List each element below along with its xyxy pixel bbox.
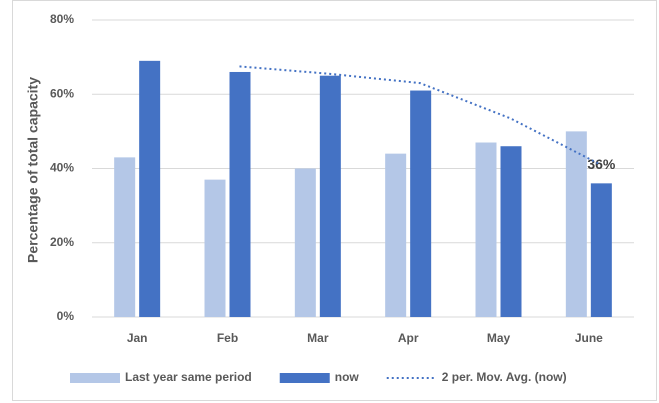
bar [204,179,226,317]
bar [139,60,161,318]
bar [114,157,136,317]
bar [385,153,407,317]
y-tick-label: 40% [50,161,74,175]
x-tick-label: May [487,331,511,345]
bar [319,75,341,317]
legend-swatch [70,373,120,383]
bar [410,90,432,317]
y-tick-label: 60% [50,86,74,100]
bar [229,71,251,317]
x-tick-label: Apr [398,331,419,345]
bar [565,131,587,317]
bar [590,183,612,317]
legend-label: Last year same period [125,370,252,384]
y-axis-title: Percentage of total capacity [25,77,41,263]
y-tick-label: 0% [57,309,75,323]
data-label: 36% [587,156,616,172]
legend-label: now [335,370,360,384]
x-tick-label: June [575,331,603,345]
x-tick-label: Mar [307,331,329,345]
bar [475,142,497,317]
legend-label: 2 per. Mov. Avg. (now) [442,370,567,384]
bar [294,168,316,317]
x-tick-label: Jan [127,331,148,345]
x-tick-label: Feb [217,331,238,345]
y-tick-label: 20% [50,235,74,249]
moving-average-line [239,65,602,166]
legend-swatch [279,373,330,383]
y-tick-label: 80% [50,12,74,26]
bar [500,146,522,317]
